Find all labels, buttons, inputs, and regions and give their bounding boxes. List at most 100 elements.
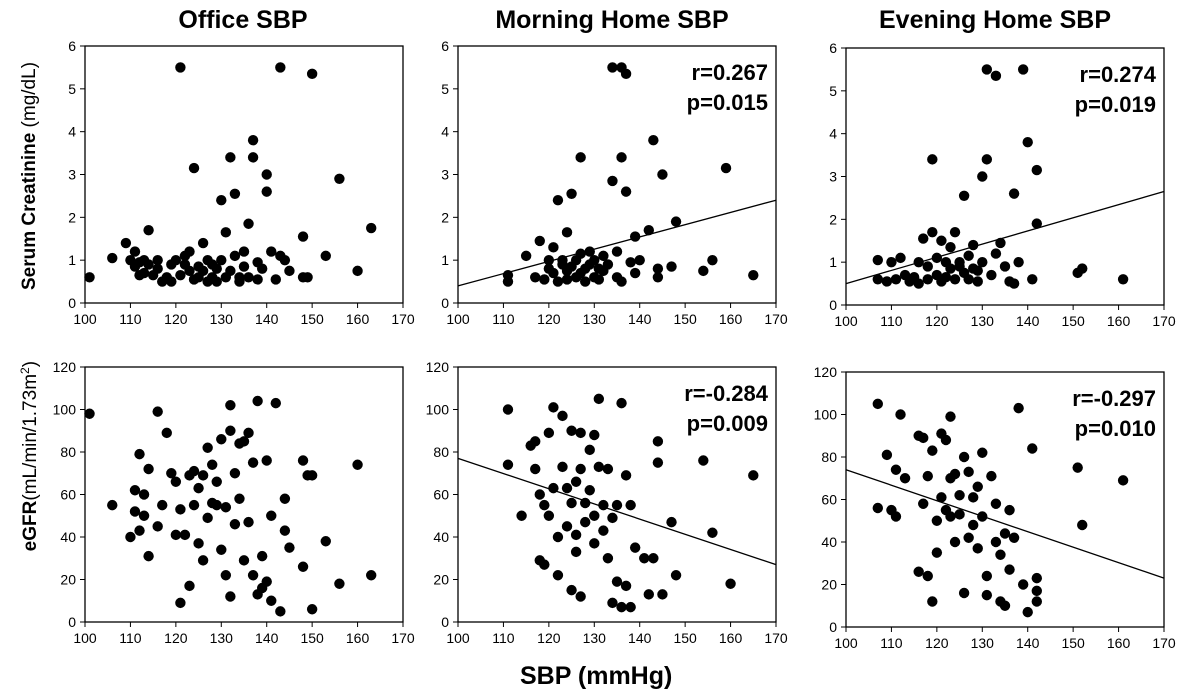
data-point xyxy=(1031,164,1043,176)
data-point xyxy=(261,576,272,587)
data-point xyxy=(566,188,577,199)
data-point xyxy=(266,246,277,257)
data-point xyxy=(152,263,163,274)
data-point xyxy=(707,527,718,538)
data-point xyxy=(958,190,970,201)
data-point xyxy=(607,512,618,524)
data-point xyxy=(534,489,545,500)
data-point xyxy=(625,601,636,613)
data-point xyxy=(152,254,163,266)
x-tick-label: 120 xyxy=(164,630,188,646)
x-tick-label: 150 xyxy=(1061,635,1085,651)
data-point xyxy=(306,604,318,615)
data-point xyxy=(539,499,550,511)
panel-creatinine-office: 100 110 120 130 140 150 160 170 0 1 2 3 4 5 6 xyxy=(68,38,415,327)
data-point xyxy=(990,536,1002,548)
data-point xyxy=(197,237,209,249)
data-point xyxy=(561,521,573,532)
data-point xyxy=(548,402,559,413)
data-point xyxy=(152,406,163,417)
data-point xyxy=(958,587,970,599)
data-point xyxy=(698,265,709,277)
data-point xyxy=(539,274,550,285)
data-point xyxy=(188,499,200,511)
data-point xyxy=(977,447,988,458)
data-point xyxy=(552,570,564,581)
data-point xyxy=(247,152,259,163)
data-point xyxy=(657,589,668,600)
data-point xyxy=(243,516,254,528)
y-tick-label: 6 xyxy=(441,38,449,54)
x-tick-label: 110 xyxy=(119,630,142,646)
data-point xyxy=(945,511,956,522)
data-point xyxy=(138,267,150,279)
data-point xyxy=(320,250,331,262)
x-tick-label: 130 xyxy=(210,630,234,646)
data-point xyxy=(972,265,983,276)
data-point xyxy=(366,570,377,581)
panel-egfr-office: 100 110 120 130 140 150 160 170 0 20 40 60 80 100 120 xyxy=(53,359,415,646)
data-point xyxy=(949,468,961,480)
data-point xyxy=(211,499,222,511)
data-point xyxy=(275,606,286,617)
data-point xyxy=(616,152,627,163)
y-tick-label: 60 xyxy=(60,487,76,503)
data-point xyxy=(548,482,559,494)
data-point xyxy=(936,492,947,503)
y-tick-label: 0 xyxy=(829,297,837,313)
x-tick-label: 160 xyxy=(1107,635,1131,651)
data-point xyxy=(657,169,668,180)
y-tick-label: 20 xyxy=(433,572,449,588)
data-point xyxy=(945,263,956,274)
data-point xyxy=(502,459,514,470)
y-tick-label: 4 xyxy=(68,124,76,140)
x-tick-label: 110 xyxy=(492,311,515,327)
data-point xyxy=(1008,278,1020,289)
data-point xyxy=(247,457,259,468)
data-point xyxy=(986,269,997,281)
correlation-r-label: r=-0.284 xyxy=(684,381,769,406)
data-point xyxy=(589,429,600,441)
x-tick-label: 120 xyxy=(925,635,949,651)
data-point xyxy=(366,222,377,234)
data-point xyxy=(1072,462,1083,473)
data-point xyxy=(940,271,952,283)
data-point xyxy=(949,274,961,285)
y-tick-label: 0 xyxy=(441,295,449,311)
y-tick-label: 2 xyxy=(829,211,837,227)
x-tick-label: 130 xyxy=(583,311,607,327)
data-point xyxy=(872,502,883,514)
data-point xyxy=(175,269,186,281)
x-tick-label: 170 xyxy=(764,311,788,327)
data-point xyxy=(575,591,586,602)
regression-line xyxy=(845,190,1165,285)
data-point xyxy=(1008,188,1020,199)
data-point xyxy=(981,570,993,582)
data-point xyxy=(643,589,654,600)
data-point xyxy=(107,499,118,511)
data-point xyxy=(334,578,345,589)
data-point xyxy=(188,465,200,477)
correlation-r-label: r=0.267 xyxy=(692,60,768,85)
y-tick-label: 1 xyxy=(441,252,449,268)
data-point xyxy=(561,227,573,238)
column-title-office: Office SBP xyxy=(178,6,308,34)
data-point xyxy=(129,485,141,496)
data-point xyxy=(297,231,309,242)
data-point xyxy=(297,561,309,572)
data-point xyxy=(666,261,677,272)
x-tick-label: 100 xyxy=(834,313,858,329)
y-tick-label: 1 xyxy=(829,254,837,270)
data-point xyxy=(1031,585,1043,597)
data-point xyxy=(890,274,902,285)
data-point xyxy=(629,231,641,242)
data-point xyxy=(972,481,983,492)
data-point xyxy=(220,570,232,581)
x-tick-label: 140 xyxy=(1016,313,1040,329)
data-point xyxy=(629,267,641,279)
data-point xyxy=(580,276,591,287)
data-point xyxy=(170,254,182,266)
data-point xyxy=(184,246,195,257)
data-point xyxy=(566,584,577,596)
data-point xyxy=(872,274,883,285)
